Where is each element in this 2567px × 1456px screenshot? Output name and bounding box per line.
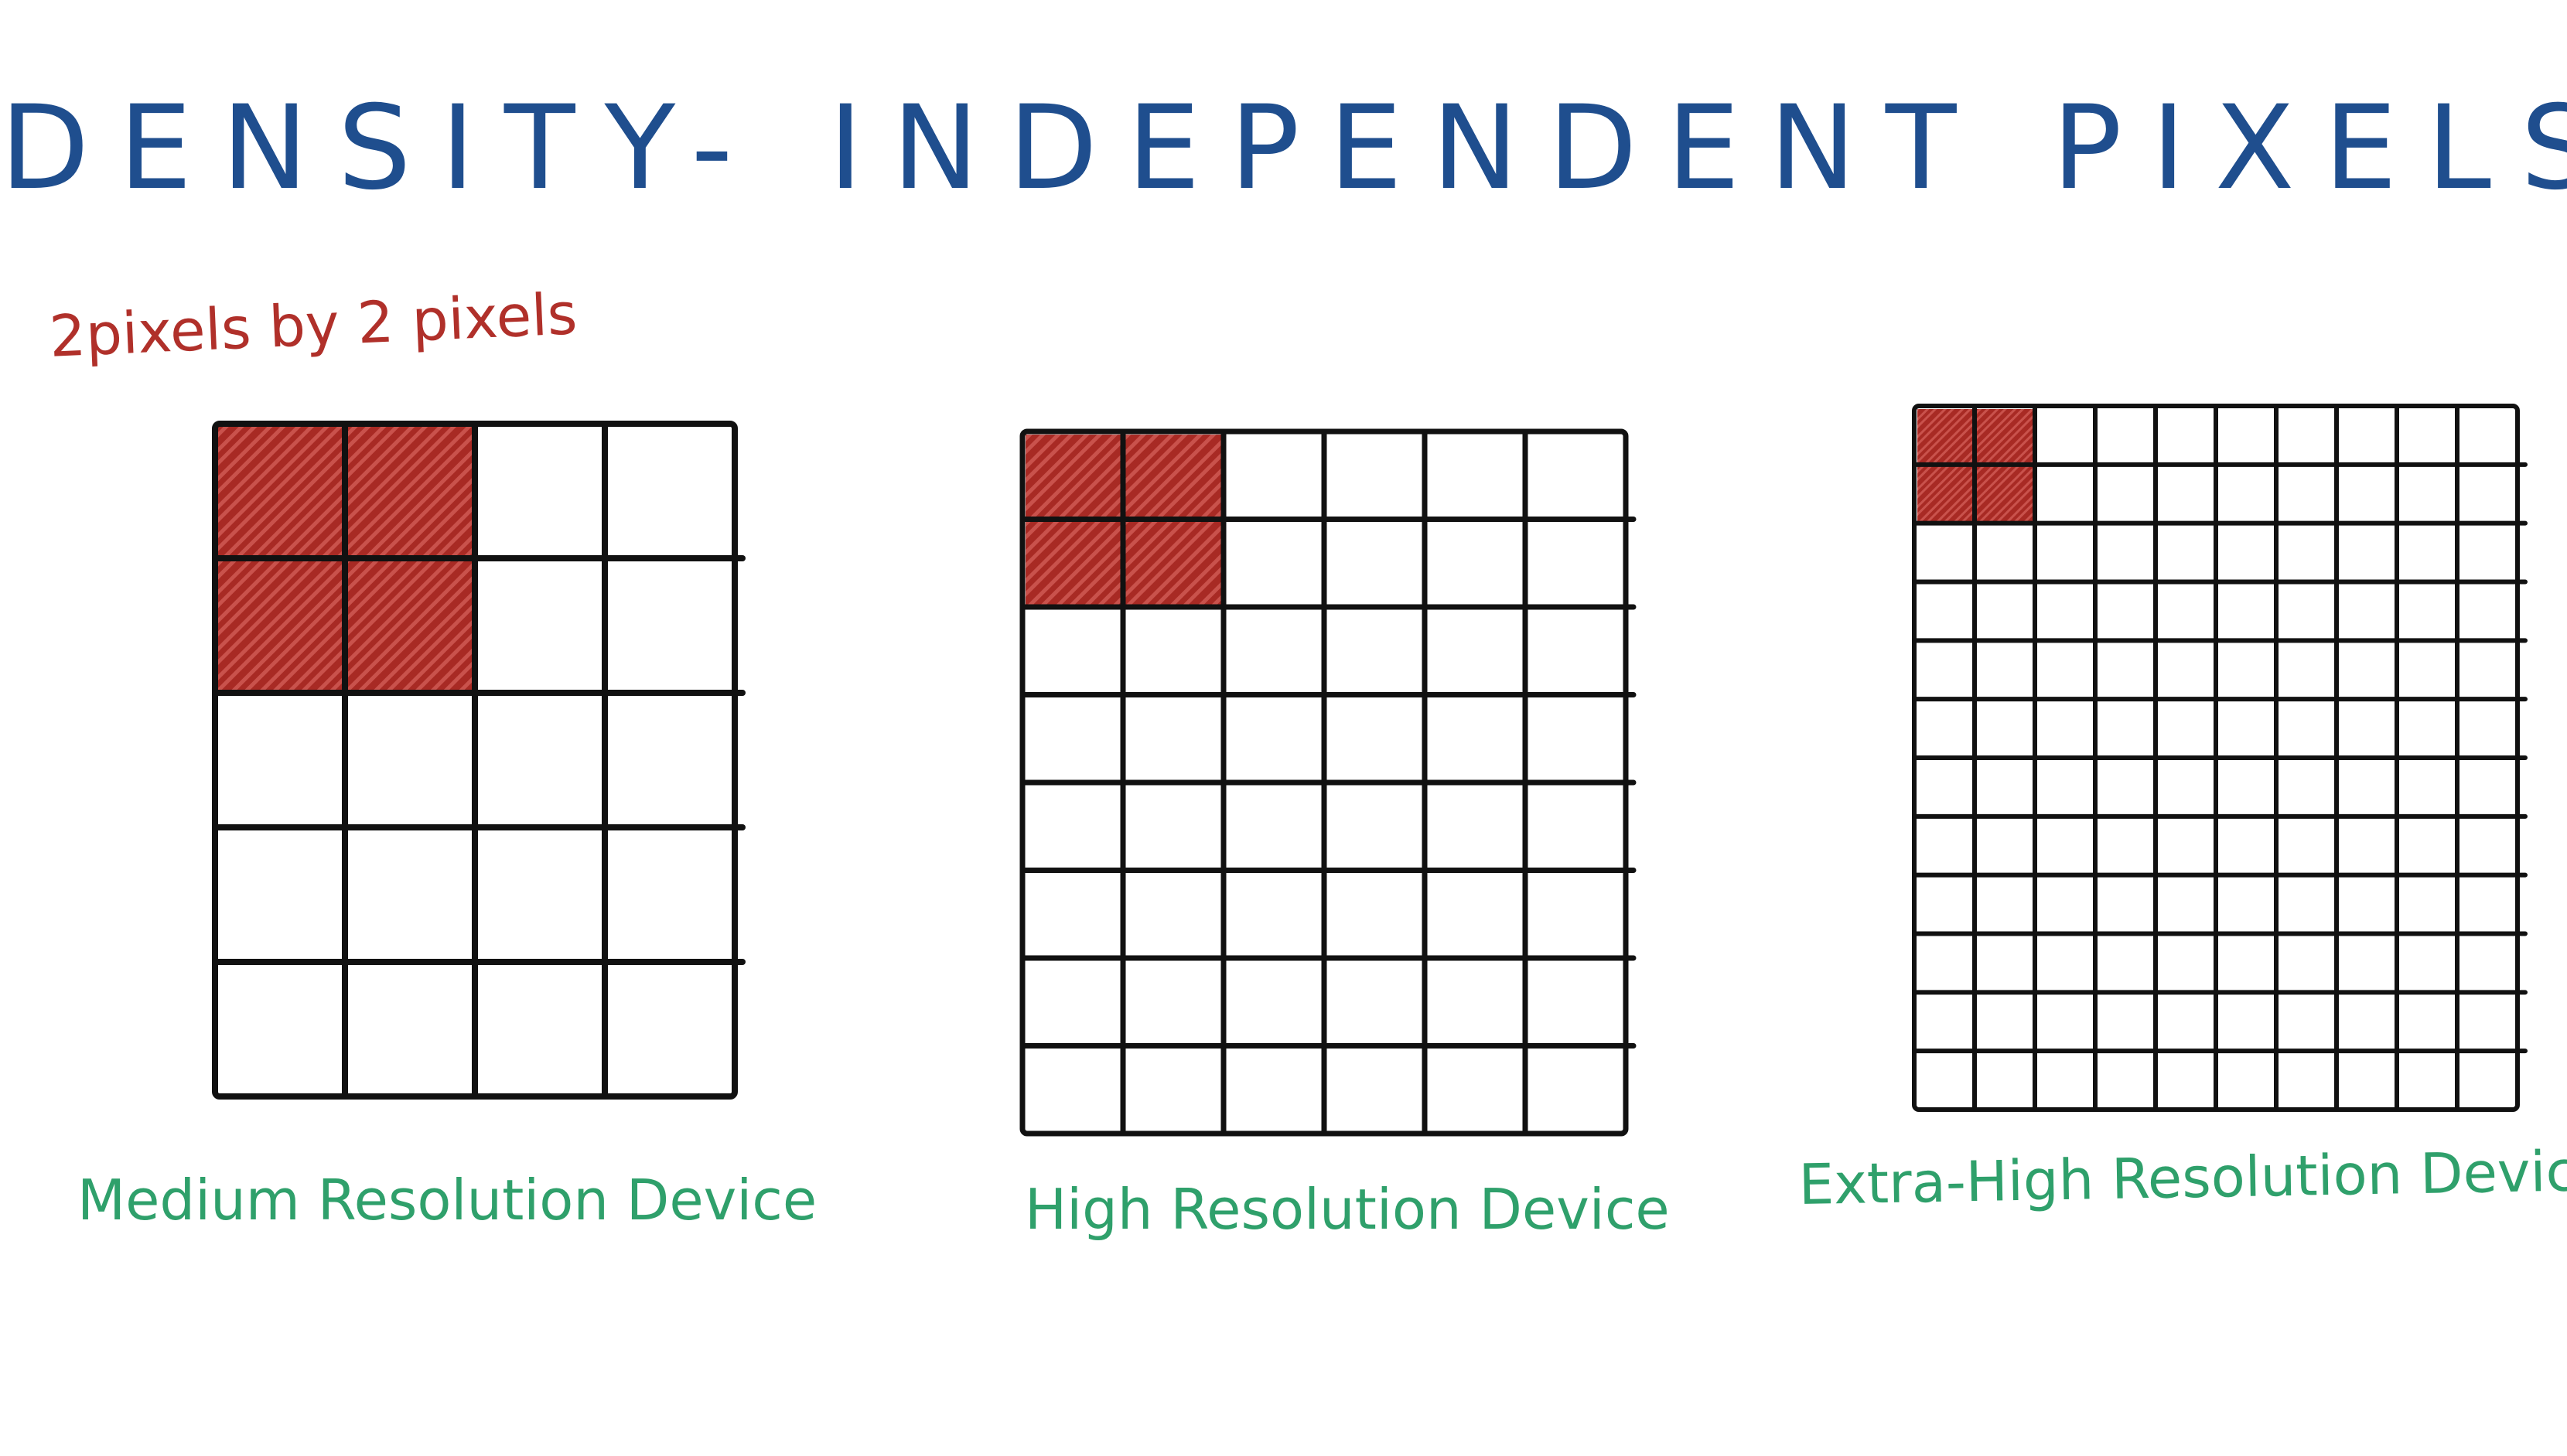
page-title: DENSITY- INDEPENDENT PIXELS: [0, 81, 2567, 216]
extra-high-resolution-grid: [1912, 404, 2528, 1112]
caption-medium-resolution: Medium Resolution Device: [77, 1168, 818, 1233]
grid-border: [1912, 404, 2520, 1112]
caption-high-resolution: High Resolution Device: [1025, 1177, 1670, 1242]
high-resolution-grid: [1019, 428, 1637, 1137]
grid-border: [1019, 428, 1629, 1137]
caption-extra-high-resolution: Extra-High Resolution Device: [1798, 1137, 2567, 1217]
medium-resolution-grid: [212, 421, 746, 1100]
grid-border: [212, 421, 738, 1100]
